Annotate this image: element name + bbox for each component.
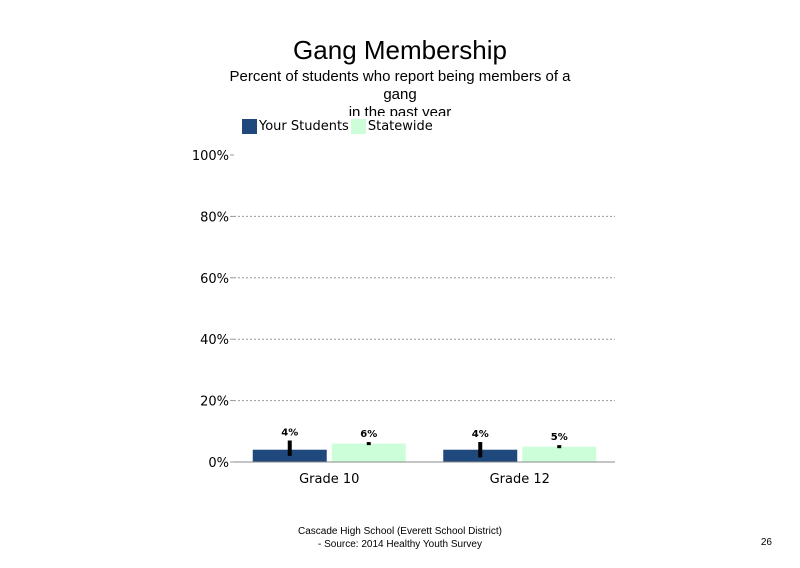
bar-your-students-grade-10	[252, 449, 327, 462]
data-label-your-students-grade-10: 4%	[281, 428, 298, 439]
subtitle-line-3: in the past year	[348, 104, 452, 116]
y-tick-label-40: 40%	[200, 333, 229, 348]
error-bar-your-students-grade-12	[478, 442, 483, 458]
data-label-statewide-grade-10: 6%	[360, 429, 377, 440]
error-bar-your-students-grade-10	[287, 440, 292, 456]
chart-legend: Your Students Statewide	[242, 119, 435, 134]
x-category-label-grade-12: Grade 12	[490, 472, 550, 487]
error-bar-statewide-grade-12	[557, 445, 562, 449]
bar-your-students-grade-12	[443, 449, 518, 462]
page-number: 26	[760, 537, 772, 548]
legend-item-your-students: Your Students	[242, 119, 349, 134]
legend-swatch-your-students	[242, 119, 257, 134]
y-tick-label-100: 100%	[192, 149, 229, 164]
footer: Cascade High School (Everett School Dist…	[200, 525, 600, 551]
bar-statewide-grade-10	[331, 443, 406, 462]
subtitle-line-2: gang	[383, 86, 417, 103]
legend-item-statewide: Statewide	[350, 119, 433, 134]
legend-swatch-statewide	[350, 119, 366, 134]
chart-subtitle: Percent of students who report being mem…	[200, 68, 600, 116]
y-tick-label-0: 0%	[208, 456, 229, 471]
chart-title: Gang Membership	[293, 35, 507, 65]
y-tick-label-80: 80%	[200, 210, 229, 225]
y-tick-label-60: 60%	[200, 272, 229, 287]
bar-statewide-grade-12	[522, 446, 597, 462]
error-bar-statewide-grade-10	[366, 442, 371, 446]
data-label-your-students-grade-12: 4%	[472, 429, 489, 440]
x-category-label-grade-10: Grade 10	[299, 472, 359, 487]
y-tick-label-20: 20%	[200, 395, 229, 410]
legend-label-statewide: Statewide	[367, 119, 433, 134]
subtitle-line-1: Percent of students who report being mem…	[229, 68, 571, 85]
footer-school: Cascade High School (Everett School Dist…	[298, 526, 502, 537]
legend-label-your-students: Your Students	[259, 119, 349, 134]
data-label-statewide-grade-12: 5%	[551, 432, 568, 443]
footer-source: - Source: 2014 Healthy Youth Survey	[318, 539, 482, 550]
